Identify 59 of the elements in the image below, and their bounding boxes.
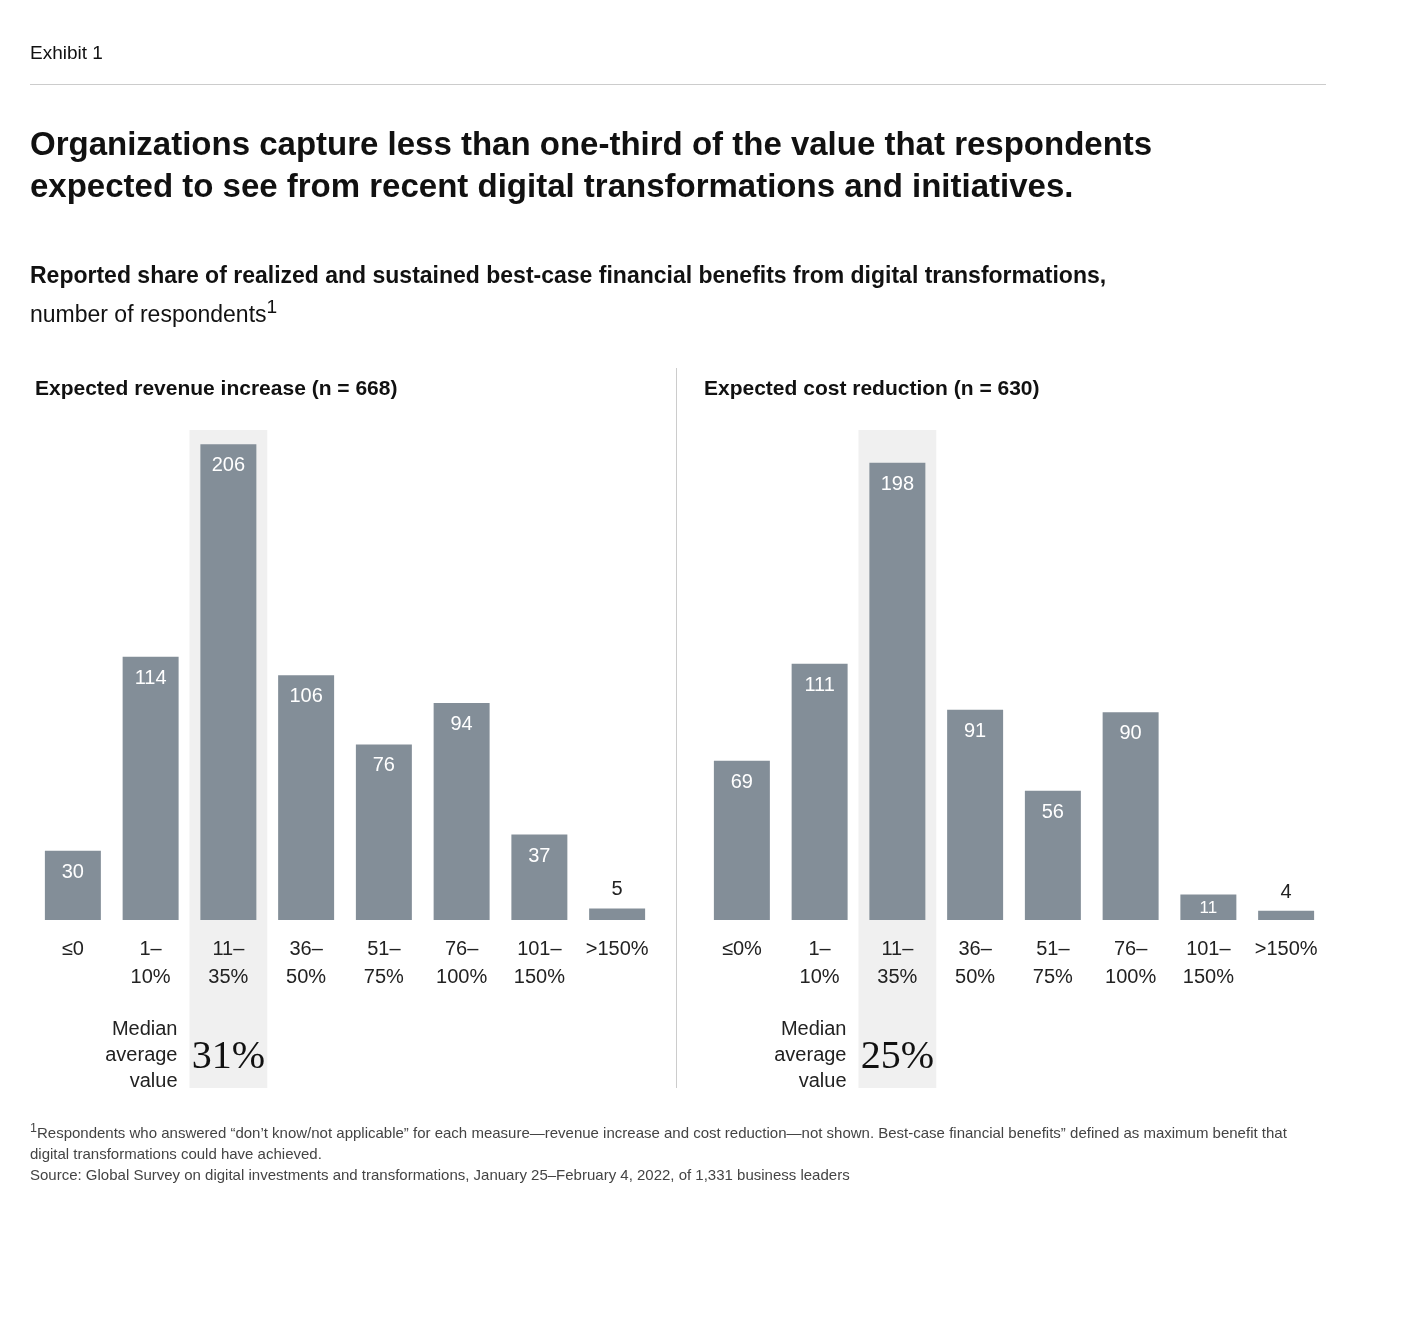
x-tick-label: 1–10%: [799, 936, 840, 987]
bar: [433, 702, 490, 920]
bar: [200, 443, 257, 920]
bar: [1258, 910, 1315, 920]
text: Exhibit 1: [30, 41, 104, 64]
data-label: 11: [1199, 897, 1218, 917]
bar: [713, 760, 770, 920]
data-label: 5: [611, 877, 623, 900]
chart-title: Expected revenue increase (n = 668): [35, 375, 398, 399]
bar: [511, 834, 568, 920]
band-label: 25%: [860, 1031, 935, 1077]
band-label: 31%: [191, 1031, 266, 1077]
bar: [869, 462, 926, 920]
bar: [44, 850, 101, 920]
x-tick-label: 76–100%: [436, 936, 488, 987]
data-label: 106: [289, 683, 323, 706]
data-label: 69: [730, 769, 753, 792]
data-label: 114: [134, 665, 167, 688]
data-label: 37: [528, 843, 551, 866]
chart-title: Expected cost reduction (n = 630): [704, 375, 1040, 399]
data-label: 30: [61, 859, 84, 882]
x-tick-label: 1–10%: [130, 936, 171, 987]
bar: [122, 656, 179, 920]
bar: [791, 663, 848, 920]
source-note: Source: Global Survey on digital investments and transformations, January 25–February 4, 2022, of 1,331 business leaders: [30, 1164, 851, 1185]
x-tick-label: 11–35%: [877, 936, 918, 987]
x-tick-label: 51–75%: [1032, 936, 1074, 987]
x-tick-label: >150%: [585, 936, 649, 959]
bar: [1024, 790, 1081, 920]
data-label: 91: [964, 718, 987, 741]
bar: [355, 744, 412, 920]
data-label: 111: [804, 672, 835, 695]
x-tick-label: 101–150%: [513, 936, 566, 987]
x-tick-label: ≤0: [61, 936, 84, 959]
x-tick-label: ≤0%: [721, 936, 763, 959]
data-label: 56: [1041, 799, 1064, 822]
data-label: 76: [372, 753, 395, 776]
text: $^{1}$Respondents who answered “don’t know/not applicable” for each measure—revenue increase and cost reduction—not shown. Best-case financial benefits” defined as maximum benefit that digital transformations could have achieved.: [30, 1119, 1288, 1164]
text: Median average value: [105, 1016, 178, 1091]
bar: [589, 908, 646, 920]
bar: [1102, 711, 1159, 920]
data-label: 198: [880, 471, 915, 494]
bar: [278, 674, 335, 920]
x-tick-label: 36–50%: [286, 936, 327, 987]
data-label: 94: [450, 711, 473, 734]
x-tick-label: 36–50%: [955, 936, 996, 987]
x-tick-label: 51–75%: [363, 936, 405, 987]
x-tick-label: 76–100%: [1105, 936, 1157, 987]
data-label: 90: [1119, 720, 1142, 743]
text: Median average value: [774, 1016, 847, 1091]
bar: [947, 709, 1004, 920]
text: Organizations capture less than one-third of the value that respondents expected to see from recent digital transformations and initiatives.: [30, 124, 1154, 206]
bar: [1180, 894, 1237, 920]
x-tick-label: >150%: [1254, 936, 1318, 959]
x-tick-label: 101–150%: [1182, 936, 1235, 987]
x-tick-label: 11–35%: [208, 936, 249, 987]
data-label: 206: [211, 452, 246, 475]
data-label: 4: [1280, 879, 1292, 902]
text: Reported share of realized and sustained best-case financial benefits from digital transformations, number of respondents$^{1}$: [30, 262, 1107, 327]
